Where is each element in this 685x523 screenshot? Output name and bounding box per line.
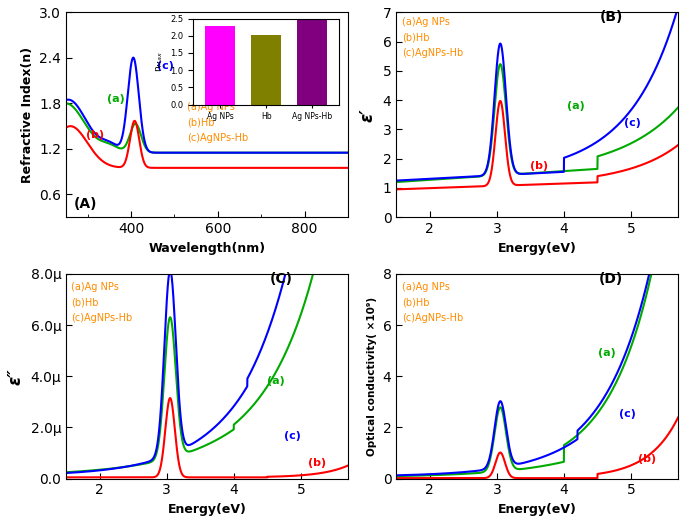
Text: (b): (b) xyxy=(308,458,326,468)
Text: (D): (D) xyxy=(599,272,623,286)
Y-axis label: ε″: ε″ xyxy=(7,368,25,384)
Text: (c): (c) xyxy=(284,431,301,441)
Text: (a): (a) xyxy=(108,94,125,104)
Text: (c): (c) xyxy=(157,61,174,71)
X-axis label: Wavelength(nm): Wavelength(nm) xyxy=(149,242,266,255)
Text: (a)Ag NPs
(b)Hb
(c)AgNPs-Hb: (a)Ag NPs (b)Hb (c)AgNPs-Hb xyxy=(401,17,463,58)
Text: (C): (C) xyxy=(269,272,292,286)
Text: (a): (a) xyxy=(597,348,615,358)
X-axis label: Energy(eV): Energy(eV) xyxy=(498,242,577,255)
Text: (b): (b) xyxy=(638,454,656,464)
Text: (b): (b) xyxy=(530,161,549,171)
Text: (a): (a) xyxy=(267,376,285,386)
X-axis label: Energy(eV): Energy(eV) xyxy=(498,503,577,516)
Y-axis label: Optical conductivity( ×10⁹): Optical conductivity( ×10⁹) xyxy=(367,297,377,456)
Text: (A): (A) xyxy=(74,197,97,211)
Text: (a): (a) xyxy=(567,101,585,111)
X-axis label: Energy(eV): Energy(eV) xyxy=(168,503,247,516)
Text: (B): (B) xyxy=(599,10,623,24)
Text: (c): (c) xyxy=(625,119,641,129)
Text: (b): (b) xyxy=(86,130,103,140)
Text: (a)Ag NPs
(b)Hb
(c)AgNPs-Hb: (a)Ag NPs (b)Hb (c)AgNPs-Hb xyxy=(71,281,133,323)
Text: (a)Ag NPs
(b)Hb
(c)AgNPs-Hb: (a)Ag NPs (b)Hb (c)AgNPs-Hb xyxy=(401,281,463,323)
Y-axis label: Refractive Index(n): Refractive Index(n) xyxy=(21,47,34,183)
Y-axis label: ε′: ε′ xyxy=(359,108,377,122)
Text: (c): (c) xyxy=(619,409,636,419)
Text: (a)Ag NPs
(b)Hb
(c)AgNPs-Hb: (a)Ag NPs (b)Hb (c)AgNPs-Hb xyxy=(188,102,249,143)
